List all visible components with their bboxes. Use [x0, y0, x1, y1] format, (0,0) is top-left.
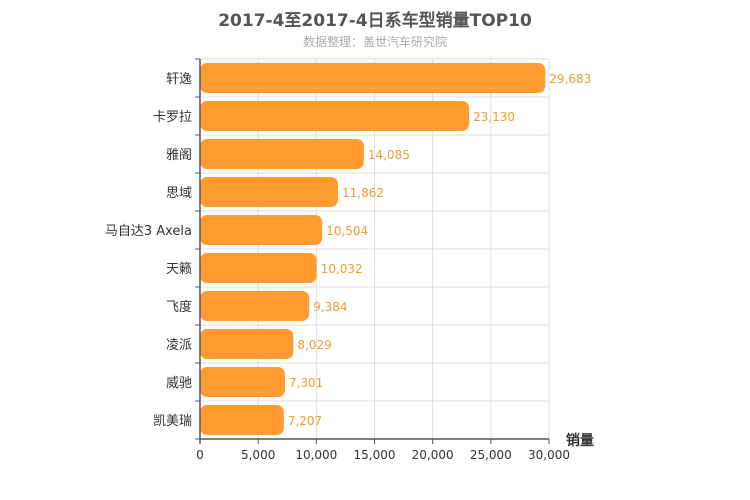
grid-lines	[200, 58, 550, 440]
chart-title: 2017-4至2017-4日系车型销量TOP10	[218, 11, 532, 31]
bar	[200, 139, 364, 169]
bars-group	[200, 63, 546, 435]
category-label: 凌派	[166, 338, 192, 353]
bar	[200, 405, 284, 435]
x-tick-label: 0	[196, 448, 204, 462]
value-label: 7,207	[288, 414, 322, 428]
x-tick-label: 5,000	[241, 448, 275, 462]
category-label: 威驰	[166, 376, 192, 391]
value-label: 7,301	[289, 376, 323, 390]
category-label: 思域	[166, 186, 192, 201]
bar	[200, 367, 285, 397]
bar	[200, 101, 470, 131]
chart-subtitle: 数据整理：盖世汽车研究院	[302, 35, 447, 49]
bar	[200, 215, 323, 245]
value-label: 29,683	[549, 72, 591, 86]
category-label: 轩逸	[166, 72, 192, 87]
bar	[200, 329, 294, 359]
axes-group	[195, 58, 550, 444]
bar	[200, 63, 546, 93]
x-tick-label: 30,000	[528, 448, 570, 462]
x-tick-label: 10,000	[295, 448, 337, 462]
x-tick-label: 15,000	[354, 448, 396, 462]
category-label: 马自达3 Axela	[105, 224, 192, 239]
value-label: 23,130	[473, 110, 515, 124]
value-label: 8,029	[297, 338, 331, 352]
x-tick-label: 25,000	[470, 448, 512, 462]
x-axis-title: 销量	[566, 432, 594, 449]
x-tick-label: 20,000	[412, 448, 454, 462]
bar	[200, 177, 338, 207]
category-label: 凯美瑞	[153, 414, 192, 429]
category-label: 雅阁	[166, 148, 192, 163]
category-label: 卡罗拉	[153, 110, 192, 125]
value-label: 14,085	[368, 148, 410, 162]
value-label: 9,384	[313, 300, 347, 314]
category-label: 飞度	[166, 299, 192, 315]
value-label: 10,032	[321, 262, 363, 276]
value-label: 11,862	[342, 186, 384, 200]
bar	[200, 253, 317, 283]
value-label: 10,504	[326, 224, 368, 238]
labels-group: 轩逸 29,683 卡罗拉 23,130 雅阁 14,085 思域 11,862 马自达3 Ax…	[105, 72, 591, 462]
category-label: 天籁	[166, 262, 192, 277]
bar	[200, 291, 310, 321]
